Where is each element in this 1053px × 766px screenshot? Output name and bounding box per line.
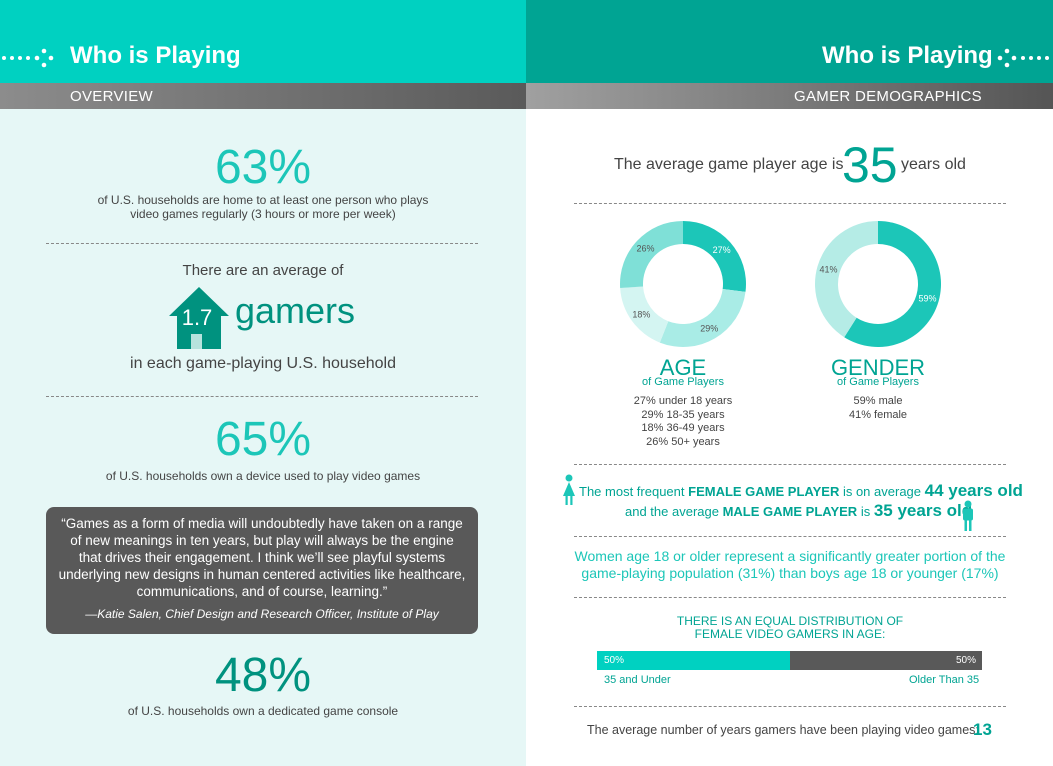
divider: [574, 203, 1006, 204]
female-game-player-label: FEMALE GAME PLAYER: [688, 484, 840, 499]
frequent-male-prefix: and the average: [625, 504, 719, 519]
age-slice-label: 27%: [713, 245, 731, 255]
male-age-value: 35 years old: [873, 501, 973, 520]
dots-decoration-icon: [997, 48, 1049, 68]
age-chart-title: AGE: [659, 355, 707, 380]
age-chart-subtitle: of Game Players: [642, 376, 724, 388]
gender-slice: [844, 221, 941, 347]
gender-slice-label: 41%: [820, 265, 838, 275]
quote-line: “Games as a form of media will undoubted…: [61, 516, 463, 531]
house-number: 1.7: [181, 305, 213, 330]
right-subheader-band: [526, 83, 1053, 109]
under-35-pct: 50%: [604, 655, 625, 666]
left-panel: [0, 109, 526, 766]
women-line: game-playing population (31%) than boys …: [581, 565, 999, 581]
age-slice: [683, 221, 746, 292]
female-figure-icon: [563, 474, 575, 505]
age-slice-label: 26%: [636, 244, 654, 254]
male-figure-icon: [963, 500, 973, 531]
gender-chart-title: GENDER: [830, 355, 926, 380]
frequent-female-mid: is on average: [842, 484, 922, 499]
quote-attribution: —Katie Salen, Chief Design and Research …: [85, 607, 439, 621]
divider: [46, 396, 478, 397]
gender-slice: [815, 221, 878, 338]
stat-63-value: 63%: [214, 141, 312, 194]
under-35-label: 35 and Under: [604, 674, 671, 686]
stat-63-line1: of U.S. households are home to at least …: [97, 193, 429, 207]
gamers-word: gamers: [235, 290, 356, 331]
over-35-label: Older Than 35: [909, 674, 980, 686]
distribution-bar: [597, 651, 982, 670]
avg-age-prefix: The average game player age is: [614, 156, 844, 173]
age-slice: [620, 221, 683, 288]
frequent-female-prefix: The most frequent: [579, 484, 685, 499]
age-donut-chart: 27% 29% 18% 26%: [620, 221, 746, 347]
women-statement: Women age 18 or older represent a signif…: [540, 548, 1040, 582]
years-playing-number: 13: [973, 720, 992, 739]
average-intro: There are an average of: [182, 262, 344, 279]
stat-65-text: of U.S. households own a device used to …: [105, 469, 421, 483]
stat-48-value: 48%: [214, 649, 312, 702]
gender-chart-subtitle: of Game Players: [837, 376, 919, 388]
stat-65-value: 65%: [214, 413, 312, 466]
average-outro: in each game-playing U.S. household: [130, 355, 396, 372]
age-legend-item: 26% 50+ years: [646, 435, 720, 448]
quote-box: [46, 507, 478, 634]
years-playing-text: The average number of years gamers have …: [587, 723, 979, 737]
quote-line: communications, and of course, learning.…: [136, 584, 388, 599]
gamer-demographics-label: GAMER DEMOGRAPHICS: [794, 88, 982, 105]
equal-distribution-heading: THERE IS AN EQUAL DISTRIBUTION OF FEMALE…: [540, 615, 1040, 641]
right-page-title: Who is Playing: [822, 42, 993, 69]
divider: [574, 706, 1006, 707]
right-header-band: [526, 0, 1053, 83]
age-legend-item: 27% under 18 years: [633, 395, 733, 407]
quote-line: that drives their engagement. I think we…: [78, 550, 446, 565]
left-header-band: [0, 0, 526, 83]
stat-63-line2: video games regularly (3 hours or more p…: [130, 207, 396, 221]
frequent-female-line: The most frequent FEMALE GAME PLAYER is …: [579, 481, 1023, 501]
quote-text: “Games as a form of media will undoubted…: [46, 515, 478, 600]
gender-legend: 59% male 41% female: [813, 395, 943, 422]
quote-line: underlying new designs in human centered…: [58, 567, 466, 582]
stat-48-text: of U.S. households own a dedicated game …: [127, 704, 399, 718]
gender-legend-item: 41% female: [848, 408, 908, 421]
female-age-value: 44 years old: [924, 481, 1023, 500]
overview-label: OVERVIEW: [70, 88, 153, 105]
under-35-fill: [597, 651, 790, 670]
divider: [574, 464, 1006, 465]
over-35-pct: 50%: [956, 655, 977, 666]
male-game-player-label: MALE GAME PLAYER: [722, 504, 858, 519]
avg-age-number: 35: [842, 137, 898, 193]
age-legend-item: 29% 18-35 years: [641, 408, 725, 421]
divider: [574, 536, 1006, 537]
women-line: Women age 18 or older represent a signif…: [574, 548, 1006, 564]
left-subheader-band: [0, 83, 526, 109]
left-page-title: Who is Playing: [70, 42, 241, 69]
frequent-male-line: and the average MALE GAME PLAYER is 35 y…: [625, 501, 972, 521]
age-slice-label: 18%: [632, 309, 650, 319]
divider: [574, 597, 1006, 598]
age-slice: [620, 286, 669, 343]
equal-heading-line: THERE IS AN EQUAL DISTRIBUTION OF: [676, 614, 904, 628]
house-icon: [169, 287, 229, 349]
divider: [46, 243, 478, 244]
gender-donut-chart: 59% 41%: [815, 221, 941, 347]
equal-heading-line: FEMALE VIDEO GAMERS IN AGE:: [694, 627, 886, 641]
quote-line: of new meanings in ten years, but play w…: [70, 533, 454, 548]
dots-decoration-icon: [2, 48, 54, 68]
age-legend-item: 18% 36-49 years: [641, 422, 725, 434]
age-slice: [659, 289, 746, 347]
frequent-male-mid: is: [860, 504, 871, 519]
age-legend: 27% under 18 years 29% 18-35 years 18% 3…: [618, 395, 748, 449]
age-slice-label: 29%: [700, 323, 718, 333]
gender-legend-item: 59% male: [853, 395, 903, 407]
gender-slice-label: 59%: [918, 293, 936, 303]
avg-age-suffix: years old: [901, 156, 966, 173]
